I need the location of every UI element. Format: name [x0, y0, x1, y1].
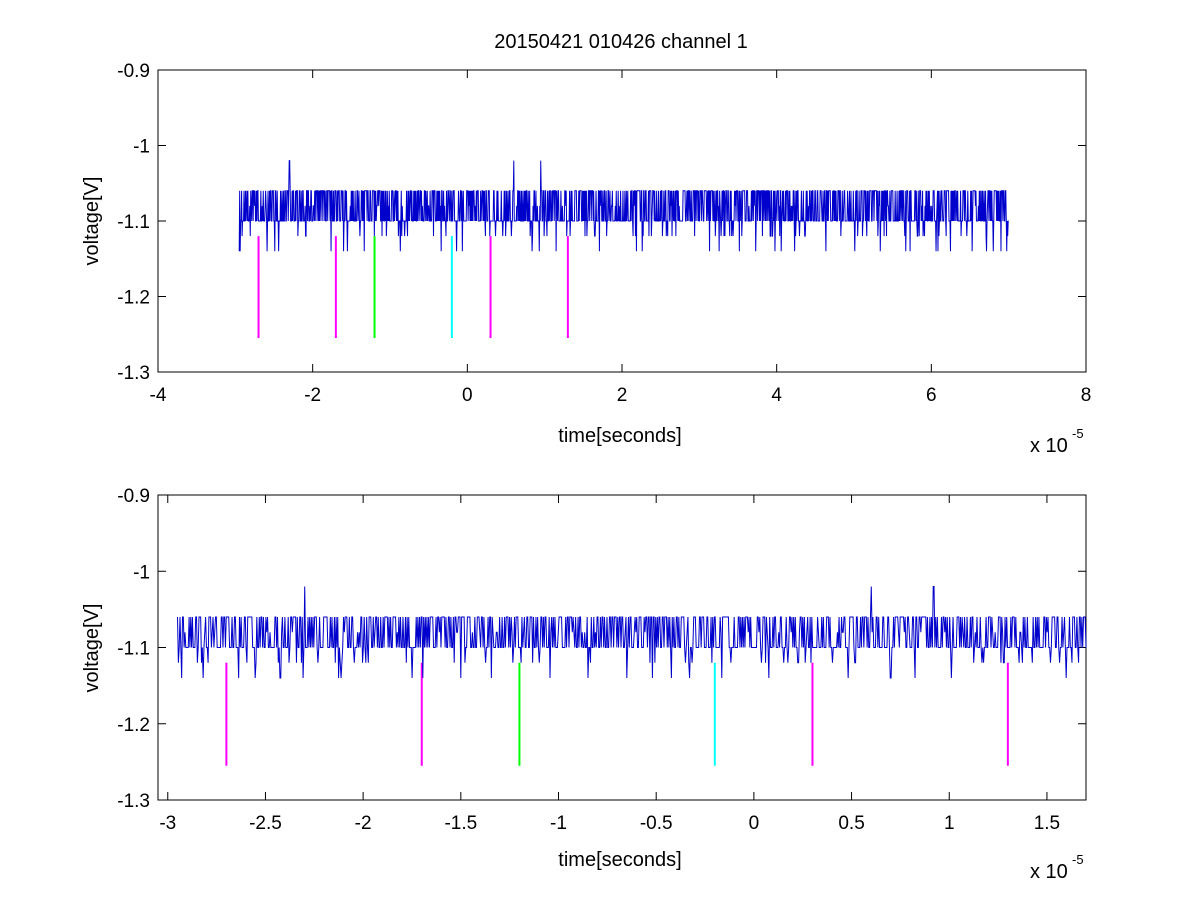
voltage-trace — [177, 586, 1087, 679]
x-tick-label: -2 — [355, 813, 372, 834]
x-axis-label: time[seconds] — [558, 849, 681, 871]
voltage-trace — [238, 160, 1009, 252]
x-ticks: -4 -2 0 2 4 6 8 — [150, 70, 1092, 406]
x-tick-label: 0 — [462, 385, 473, 406]
y-axis-label: voltage[V] — [81, 604, 103, 693]
y-ticks: -1.3 -1.2 -1.1 -1 -0.9 — [117, 61, 1086, 384]
y-tick-label: -1.1 — [117, 212, 150, 233]
event-markers — [257, 236, 569, 339]
y-tick-label: -1 — [133, 137, 150, 158]
x-exponent-base: x 10 — [1030, 435, 1068, 457]
x-tick-label: -0.5 — [640, 813, 673, 834]
x-exponent-base: x 10 — [1030, 861, 1068, 883]
y-tick-label: -1.1 — [117, 639, 150, 660]
chart-title: 20150421 010426 channel 1 — [494, 31, 748, 53]
event-markers — [225, 662, 1009, 766]
x-tick-label: 1.5 — [1034, 813, 1060, 834]
x-tick-label: -2.5 — [249, 813, 282, 834]
y-tick-label: -1 — [133, 562, 150, 583]
x-tick-label: -1 — [550, 813, 567, 834]
x-tick-label: 4 — [771, 385, 782, 406]
x-tick-label: 1 — [944, 813, 955, 834]
y-axis-label: voltage[V] — [81, 177, 103, 266]
y-tick-label: -1.3 — [117, 363, 150, 384]
x-tick-label: -1.5 — [444, 813, 477, 834]
y-tick-label: -1.3 — [117, 791, 150, 812]
x-tick-label: 8 — [1081, 385, 1092, 406]
x-tick-label: 0.5 — [838, 813, 864, 834]
x-tick-label: -2 — [304, 385, 321, 406]
y-tick-label: -1.2 — [117, 288, 150, 309]
x-tick-label: 0 — [749, 813, 760, 834]
x-ticks: -3 -2.5 -2 -1.5 -1 -0.5 0 0.5 1 1.5 — [159, 495, 1060, 834]
bottom-subplot: -3 -2.5 -2 -1.5 -1 -0.5 0 0.5 1 1.5 -1.3-1.2-1.1-… — [81, 486, 1087, 883]
y-ticks: -1.3 -1.2 -1.1 -1 -0.9 — [117, 486, 1086, 812]
x-exponent-power: -5 — [1072, 426, 1084, 441]
x-tick-label: 6 — [926, 385, 937, 406]
y-tick-label: -1.2 — [117, 715, 150, 736]
x-tick-label: -4 — [150, 385, 167, 406]
top-subplot: 20150421 010426 channel 1 -4 -2 0 2 4 6 8 -1.3… — [81, 31, 1091, 457]
x-tick-label: -3 — [159, 813, 176, 834]
y-tick-label: -0.9 — [117, 486, 150, 507]
x-tick-label: 2 — [617, 385, 628, 406]
x-exponent-power: -5 — [1072, 852, 1084, 867]
y-tick-label: -0.9 — [117, 61, 150, 82]
x-axis-label: time[seconds] — [558, 425, 681, 447]
